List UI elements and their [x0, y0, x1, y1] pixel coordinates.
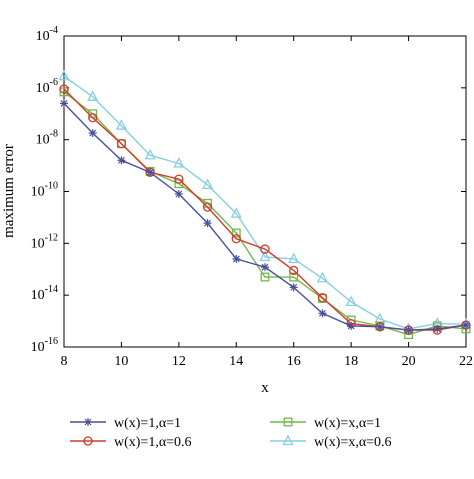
y-tick-label: 10-16 [31, 336, 58, 355]
data-point [173, 157, 185, 168]
data-point [259, 250, 271, 262]
data-point [117, 156, 126, 165]
legend-marker [84, 418, 92, 426]
y-tick-exponent: -10 [45, 181, 58, 192]
legend-marker [282, 434, 294, 446]
y-tick-label: 10-10 [31, 181, 58, 200]
data-point [345, 295, 357, 307]
legend-entry: w(x)=x,α=0.6 [270, 434, 392, 450]
x-tick-label: 8 [61, 354, 68, 369]
y-tick-base: 10 [36, 29, 50, 44]
data-point [232, 254, 241, 263]
data-point [260, 244, 270, 254]
y-tick-exponent: -16 [45, 336, 58, 347]
data-point [316, 271, 329, 283]
x-tick-label: 18 [344, 354, 358, 369]
data-point [115, 119, 128, 130]
y-tick-label: 10-8 [36, 129, 58, 148]
y-tick-label: 10-12 [31, 232, 58, 251]
data-point [288, 252, 300, 264]
data-point [289, 283, 298, 292]
x-tick-label: 10 [114, 354, 128, 369]
y-tick-exponent: -14 [45, 284, 58, 295]
series-line [63, 75, 467, 330]
y-tick-base: 10 [31, 340, 45, 355]
y-tick-label: 10-14 [31, 284, 58, 303]
legend: w(x)=1,α=1 w(x)=1,α=0.6 w(x)=x,α=1 w(x)=x,α… [70, 416, 392, 450]
x-tick-label: 16 [287, 354, 301, 369]
y-axis-label: maximum error [1, 144, 17, 238]
data-point [404, 326, 413, 335]
legend-marker [83, 436, 93, 446]
data-point [261, 263, 269, 272]
data-point [174, 174, 184, 184]
x-tick-label: 22 [459, 354, 473, 369]
data-point [202, 202, 213, 212]
data-point [58, 69, 70, 81]
data-point [375, 322, 384, 331]
y-tick-base: 10 [36, 81, 50, 96]
data-point [462, 321, 470, 330]
data-point [87, 90, 99, 101]
legend-entry: w(x)=x,α=1 [270, 416, 381, 431]
data-point [201, 178, 214, 190]
data-point [60, 99, 68, 108]
x-axis-label: x [261, 380, 269, 396]
data-point [231, 234, 241, 244]
data-point [174, 190, 183, 199]
series-1 [60, 99, 470, 335]
data-point [230, 207, 242, 218]
series-4 [58, 69, 472, 334]
y-tick-exponent: -6 [50, 77, 58, 88]
series-layer [58, 69, 472, 340]
data-point [146, 168, 155, 177]
y-tick-base: 10 [31, 236, 45, 251]
legend-label: w(x)=x,α=1 [314, 416, 381, 431]
legend-entry: w(x)=1,α=1 [70, 416, 181, 431]
y-tick-base: 10 [36, 133, 50, 148]
data-point [433, 324, 442, 333]
y-tick-exponent: -12 [45, 232, 58, 243]
y-tick-label: 10-6 [36, 77, 58, 96]
x-tick-label: 12 [172, 354, 186, 369]
data-point [317, 293, 328, 303]
y-tick-base: 10 [31, 288, 45, 303]
legend-marker [283, 417, 293, 427]
y-tick-base: 10 [31, 185, 45, 200]
y-tick-exponent: -4 [50, 25, 58, 36]
data-point [203, 219, 212, 228]
data-point [59, 84, 69, 94]
data-point [231, 228, 241, 238]
data-point [88, 129, 97, 138]
data-point [144, 148, 156, 160]
data-point [318, 309, 327, 318]
data-point [289, 265, 299, 276]
data-point [347, 321, 356, 330]
data-point [116, 139, 127, 149]
x-tick-label: 20 [402, 354, 416, 369]
data-point [289, 272, 299, 282]
legend-label: w(x)=x,α=0.6 [314, 435, 392, 450]
y-tick-label: 10-4 [36, 25, 58, 44]
y-tick-exponent: -8 [50, 129, 58, 140]
legend-entry: w(x)=1,α=0.6 [70, 435, 192, 450]
plot-area [63, 35, 467, 348]
x-axis-ticks: 8 10 12 14 16 18 20 22 [61, 36, 473, 369]
x-tick-label: 14 [229, 354, 243, 369]
legend-label: w(x)=1,α=1 [114, 416, 181, 431]
data-point [260, 272, 270, 282]
data-point [88, 113, 98, 123]
legend-label: w(x)=1,α=0.6 [114, 435, 192, 450]
